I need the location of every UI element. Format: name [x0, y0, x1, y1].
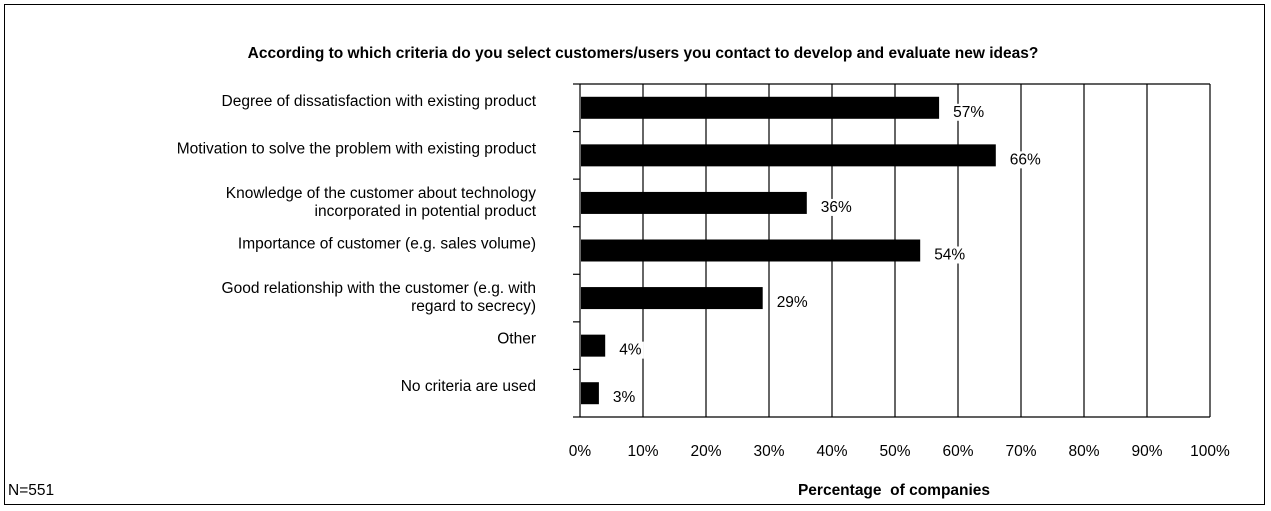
bars — [581, 96, 996, 405]
category-label: Other — [497, 331, 536, 348]
y-axis — [573, 83, 580, 418]
value-label-bg — [774, 294, 810, 312]
value-label-bg — [1007, 151, 1044, 169]
x-tick-label: 100% — [1190, 443, 1230, 460]
bar — [581, 382, 599, 405]
value-labels: 57% 66% 36% 54% 29% 4% 3% — [610, 103, 1044, 407]
x-tick-label: 50% — [879, 443, 910, 460]
value-label: 57% — [953, 104, 984, 121]
x-tick-label: 0% — [569, 443, 592, 460]
value-label-bg — [610, 389, 638, 407]
bar — [581, 239, 921, 262]
x-axis-title: Percentage of companies — [798, 482, 990, 499]
category-label: Good relationship with the customer (e.g… — [222, 280, 536, 297]
value-label-bg — [818, 198, 855, 216]
category-label: Motivation to solve the problem with exi… — [177, 140, 537, 157]
value-label: 36% — [821, 199, 852, 216]
category-label: Knowledge of the customer about technolo… — [226, 185, 536, 202]
bar — [581, 144, 996, 167]
x-tick-label: 10% — [627, 443, 658, 460]
x-tick-label: 30% — [753, 443, 784, 460]
bar — [581, 96, 940, 119]
bar — [581, 334, 606, 357]
category-label: Degree of dissatisfaction with existing … — [222, 93, 537, 110]
value-label-bg — [932, 246, 968, 264]
value-label: 4% — [619, 342, 642, 359]
value-label: 29% — [777, 294, 808, 311]
x-tick-label: 80% — [1068, 443, 1099, 460]
value-label-bg — [617, 341, 644, 359]
bar — [581, 287, 763, 310]
x-tick-label: 40% — [816, 443, 847, 460]
category-label: regard to secrecy) — [411, 298, 536, 315]
sample-size-note: N=551 — [8, 482, 54, 499]
chart-title: According to which criteria do you selec… — [248, 45, 1039, 62]
value-label: 66% — [1010, 151, 1041, 168]
x-tick-label: 90% — [1131, 443, 1162, 460]
value-label: 54% — [934, 247, 965, 264]
category-label: Importance of customer (e.g. sales volum… — [238, 236, 536, 253]
x-tick-label: 20% — [690, 443, 721, 460]
grid-lines — [579, 83, 1211, 418]
chart-frame — [4, 4, 1265, 505]
value-label: 3% — [613, 389, 636, 406]
category-label: incorporated in potential product — [315, 203, 537, 220]
bar — [581, 191, 807, 214]
value-label-bg — [951, 103, 987, 121]
category-labels: Degree of dissatisfaction with existing … — [177, 93, 537, 395]
x-tick-label: 70% — [1005, 443, 1036, 460]
category-label: No criteria are used — [401, 378, 536, 395]
x-tick-labels: 0% 10% 20% 30% 40% 50% 60% 70% 80% 90% 100% — [569, 443, 1230, 460]
x-tick-label: 60% — [942, 443, 973, 460]
